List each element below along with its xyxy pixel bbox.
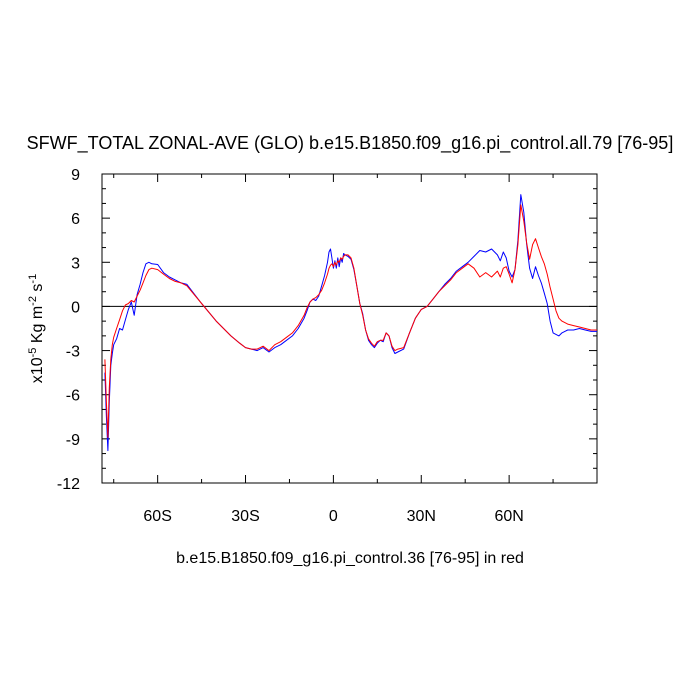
y-axis-label-unit: Kg m [29, 306, 46, 348]
series-line-red [104, 204, 597, 438]
y-axis-label-exp2: -2 [27, 296, 39, 306]
axis-ticks [102, 173, 597, 484]
tick-labels: 9 6 3 0 -3 -6 -9 -12 60S 30S 0 30N 60N [57, 167, 524, 525]
x-axis-label: b.e15.B1850.f09_g16.pi_control.36 [76-95… [176, 550, 524, 567]
y-axis-label: x10-5 Kg m-2 s-1 [27, 274, 46, 383]
y-tick-label: -3 [66, 344, 80, 361]
y-axis-label-exp: -5 [27, 348, 39, 358]
y-axis-label-unit2: s [29, 284, 46, 296]
y-tick-label: -6 [66, 388, 80, 405]
y-axis-label-prefix: x10 [29, 357, 46, 383]
plot-frame [101, 173, 598, 484]
x-tick-label: 0 [329, 508, 338, 525]
x-tick-label: 60S [143, 508, 171, 525]
plot-area [101, 173, 598, 484]
chart-title: SFWF_TOTAL ZONAL-AVE (GLO) b.e15.B1850.f… [27, 133, 674, 154]
series-lines [104, 194, 597, 452]
y-tick-label: 0 [71, 299, 80, 316]
x-tick-label: 30S [231, 508, 259, 525]
y-tick-label: -9 [66, 432, 80, 449]
x-tick-label: 60N [494, 508, 523, 525]
x-tick-label: 30N [407, 508, 436, 525]
y-tick-label: -12 [57, 476, 80, 493]
y-axis-label-exp3: -1 [27, 274, 39, 284]
y-tick-label: 3 [71, 255, 80, 272]
y-tick-label: 9 [71, 167, 80, 184]
series-line-blue [104, 194, 597, 452]
y-tick-label: 6 [71, 211, 80, 228]
